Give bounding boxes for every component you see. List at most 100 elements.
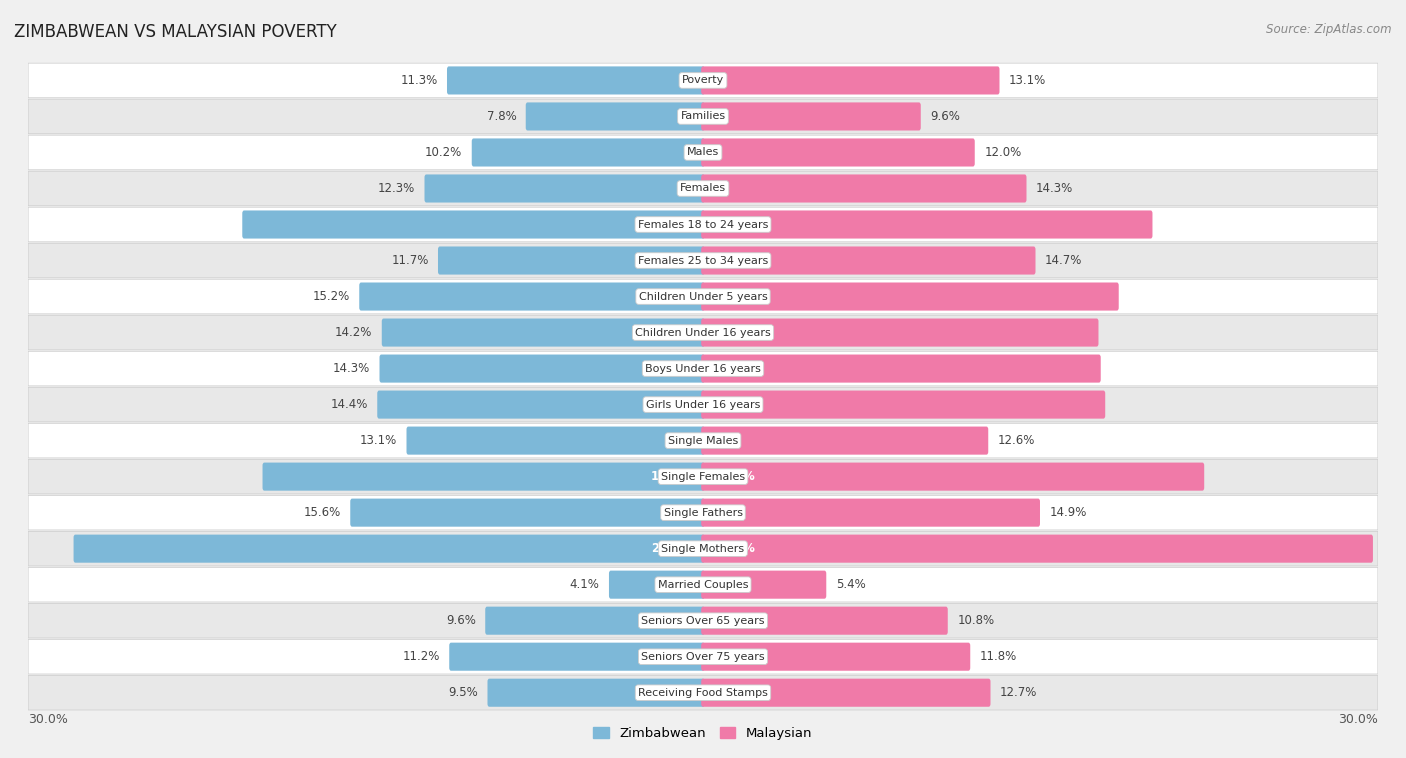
FancyBboxPatch shape	[28, 243, 1378, 278]
FancyBboxPatch shape	[380, 355, 704, 383]
Text: Males: Males	[688, 148, 718, 158]
Text: Seniors Over 75 years: Seniors Over 75 years	[641, 652, 765, 662]
FancyBboxPatch shape	[73, 534, 704, 562]
FancyBboxPatch shape	[28, 495, 1378, 530]
FancyBboxPatch shape	[702, 67, 1000, 95]
Text: 15.6%: 15.6%	[304, 506, 340, 519]
FancyBboxPatch shape	[702, 678, 990, 706]
Text: 17.5%: 17.5%	[714, 326, 755, 339]
FancyBboxPatch shape	[702, 534, 1372, 562]
Text: 14.7%: 14.7%	[1045, 254, 1083, 267]
Text: Single Fathers: Single Fathers	[664, 508, 742, 518]
Text: 12.3%: 12.3%	[378, 182, 415, 195]
Text: ZIMBABWEAN VS MALAYSIAN POVERTY: ZIMBABWEAN VS MALAYSIAN POVERTY	[14, 23, 337, 41]
Text: 12.0%: 12.0%	[984, 146, 1021, 159]
FancyBboxPatch shape	[702, 283, 1119, 311]
Text: 20.4%: 20.4%	[651, 218, 692, 231]
Text: 11.3%: 11.3%	[401, 74, 437, 87]
Text: 9.6%: 9.6%	[931, 110, 960, 123]
FancyBboxPatch shape	[702, 246, 1035, 274]
FancyBboxPatch shape	[263, 462, 704, 490]
Text: Families: Families	[681, 111, 725, 121]
Text: Source: ZipAtlas.com: Source: ZipAtlas.com	[1267, 23, 1392, 36]
Text: Children Under 16 years: Children Under 16 years	[636, 327, 770, 337]
Text: 14.9%: 14.9%	[1049, 506, 1087, 519]
Legend: Zimbabwean, Malaysian: Zimbabwean, Malaysian	[588, 722, 818, 745]
Text: Females 18 to 24 years: Females 18 to 24 years	[638, 220, 768, 230]
Text: 19.9%: 19.9%	[714, 218, 755, 231]
FancyBboxPatch shape	[702, 606, 948, 634]
Text: 13.1%: 13.1%	[360, 434, 396, 447]
Text: 22.2%: 22.2%	[714, 470, 755, 483]
Text: 17.8%: 17.8%	[714, 398, 755, 411]
Text: 18.4%: 18.4%	[714, 290, 755, 303]
Text: 30.0%: 30.0%	[28, 713, 67, 725]
FancyBboxPatch shape	[702, 139, 974, 167]
FancyBboxPatch shape	[28, 351, 1378, 386]
FancyBboxPatch shape	[377, 390, 704, 418]
Text: 12.7%: 12.7%	[1000, 686, 1038, 699]
Text: Receiving Food Stamps: Receiving Food Stamps	[638, 688, 768, 697]
Text: Females: Females	[681, 183, 725, 193]
FancyBboxPatch shape	[382, 318, 704, 346]
Text: 10.8%: 10.8%	[957, 614, 994, 627]
Text: Single Mothers: Single Mothers	[661, 543, 745, 553]
FancyBboxPatch shape	[485, 606, 704, 634]
FancyBboxPatch shape	[28, 568, 1378, 602]
FancyBboxPatch shape	[28, 99, 1378, 133]
Text: 11.2%: 11.2%	[402, 650, 440, 663]
Text: Poverty: Poverty	[682, 76, 724, 86]
Text: 14.4%: 14.4%	[330, 398, 368, 411]
Text: 17.6%: 17.6%	[714, 362, 755, 375]
FancyBboxPatch shape	[350, 499, 704, 527]
FancyBboxPatch shape	[28, 675, 1378, 710]
Text: 4.1%: 4.1%	[569, 578, 599, 591]
FancyBboxPatch shape	[28, 387, 1378, 422]
Text: 27.9%: 27.9%	[651, 542, 692, 555]
FancyBboxPatch shape	[702, 211, 1153, 239]
FancyBboxPatch shape	[360, 283, 704, 311]
Text: 19.5%: 19.5%	[651, 470, 692, 483]
FancyBboxPatch shape	[488, 678, 704, 706]
FancyBboxPatch shape	[447, 67, 704, 95]
Text: 14.3%: 14.3%	[1036, 182, 1073, 195]
Text: 9.5%: 9.5%	[449, 686, 478, 699]
Text: 12.6%: 12.6%	[998, 434, 1035, 447]
Text: 5.4%: 5.4%	[835, 578, 866, 591]
Text: Girls Under 16 years: Girls Under 16 years	[645, 399, 761, 409]
FancyBboxPatch shape	[28, 459, 1378, 494]
FancyBboxPatch shape	[702, 355, 1101, 383]
FancyBboxPatch shape	[28, 279, 1378, 314]
Text: Married Couples: Married Couples	[658, 580, 748, 590]
FancyBboxPatch shape	[702, 390, 1105, 418]
FancyBboxPatch shape	[28, 640, 1378, 674]
FancyBboxPatch shape	[702, 499, 1040, 527]
Text: Single Males: Single Males	[668, 436, 738, 446]
Text: Single Females: Single Females	[661, 471, 745, 481]
Text: Seniors Over 65 years: Seniors Over 65 years	[641, 615, 765, 625]
FancyBboxPatch shape	[526, 102, 704, 130]
FancyBboxPatch shape	[242, 211, 704, 239]
Text: 11.8%: 11.8%	[980, 650, 1017, 663]
FancyBboxPatch shape	[28, 207, 1378, 242]
Text: 15.2%: 15.2%	[312, 290, 350, 303]
Text: 13.1%: 13.1%	[1010, 74, 1046, 87]
FancyBboxPatch shape	[28, 315, 1378, 350]
FancyBboxPatch shape	[439, 246, 704, 274]
Text: 10.2%: 10.2%	[425, 146, 463, 159]
Text: 14.2%: 14.2%	[335, 326, 373, 339]
Text: 9.6%: 9.6%	[446, 614, 475, 627]
FancyBboxPatch shape	[28, 423, 1378, 458]
Text: Boys Under 16 years: Boys Under 16 years	[645, 364, 761, 374]
FancyBboxPatch shape	[472, 139, 704, 167]
Text: 7.8%: 7.8%	[486, 110, 516, 123]
Text: 11.7%: 11.7%	[391, 254, 429, 267]
FancyBboxPatch shape	[28, 531, 1378, 566]
FancyBboxPatch shape	[406, 427, 704, 455]
FancyBboxPatch shape	[702, 318, 1098, 346]
FancyBboxPatch shape	[702, 102, 921, 130]
Text: 29.7%: 29.7%	[714, 542, 755, 555]
Text: 14.3%: 14.3%	[333, 362, 370, 375]
FancyBboxPatch shape	[702, 643, 970, 671]
Text: 30.0%: 30.0%	[1339, 713, 1378, 725]
